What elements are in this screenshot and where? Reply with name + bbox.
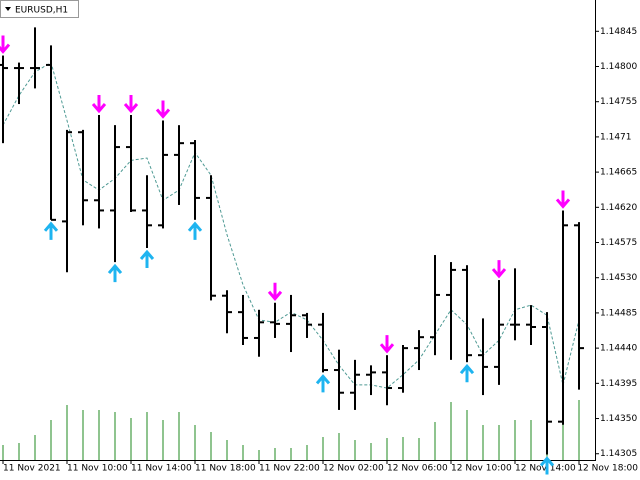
buy-arrow <box>459 363 475 383</box>
y-tick-label: 1.14350 <box>600 414 637 424</box>
y-tick-label: 1.14530 <box>600 273 637 283</box>
x-tick-label: 12 Nov 14:00 <box>515 464 576 474</box>
y-tick-label: 1.14845 <box>600 27 637 37</box>
y-tick-label: 1.14755 <box>600 97 637 107</box>
sell-arrow <box>491 260 507 279</box>
x-tick-label: 11 Nov 14:00 <box>131 464 192 474</box>
y-tick-label: 1.14485 <box>600 308 637 318</box>
y-tick-label: 1.14665 <box>600 168 637 178</box>
sell-arrow <box>91 95 107 114</box>
x-tick-label: 12 Nov 02:00 <box>323 464 384 474</box>
sell-arrow <box>155 100 171 119</box>
buy-arrow <box>539 456 555 475</box>
y-tick-label: 1.14305 <box>600 449 637 459</box>
x-tick-label: 11 Nov 18:00 <box>195 464 256 474</box>
y-tick-label: 1.14575 <box>600 238 637 248</box>
y-tick-label: 1.14800 <box>600 62 637 72</box>
sell-arrow <box>267 282 283 302</box>
x-tick-label: 11 Nov 10:00 <box>67 464 128 474</box>
symbol-box <box>0 0 79 18</box>
y-tick-label: 1.14620 <box>600 203 637 213</box>
sell-arrow <box>379 335 395 354</box>
y-tick-label: 1.14440 <box>600 344 637 354</box>
y-tick-label: 1.14395 <box>600 379 637 389</box>
x-tick-label: 12 Nov 18:00 <box>577 464 638 474</box>
x-tick-label: 11 Nov 22:00 <box>259 464 320 474</box>
sell-arrow <box>0 35 11 54</box>
buy-arrow <box>107 263 123 283</box>
x-tick-label: 11 Nov 2021 <box>3 464 61 474</box>
sell-arrow <box>123 95 139 114</box>
sell-arrow <box>555 190 571 209</box>
buy-arrow <box>187 221 203 240</box>
buy-arrow <box>43 221 59 240</box>
x-tick-label: 12 Nov 10:00 <box>451 464 512 474</box>
buy-arrow <box>315 374 331 393</box>
buy-arrow <box>139 249 155 268</box>
dropdown-triangle[interactable] <box>5 7 11 11</box>
x-tick-label: 12 Nov 06:00 <box>387 464 448 474</box>
chart-title: EURUSD,H1 <box>15 6 68 16</box>
y-tick-label: 1.1471 <box>600 132 632 142</box>
